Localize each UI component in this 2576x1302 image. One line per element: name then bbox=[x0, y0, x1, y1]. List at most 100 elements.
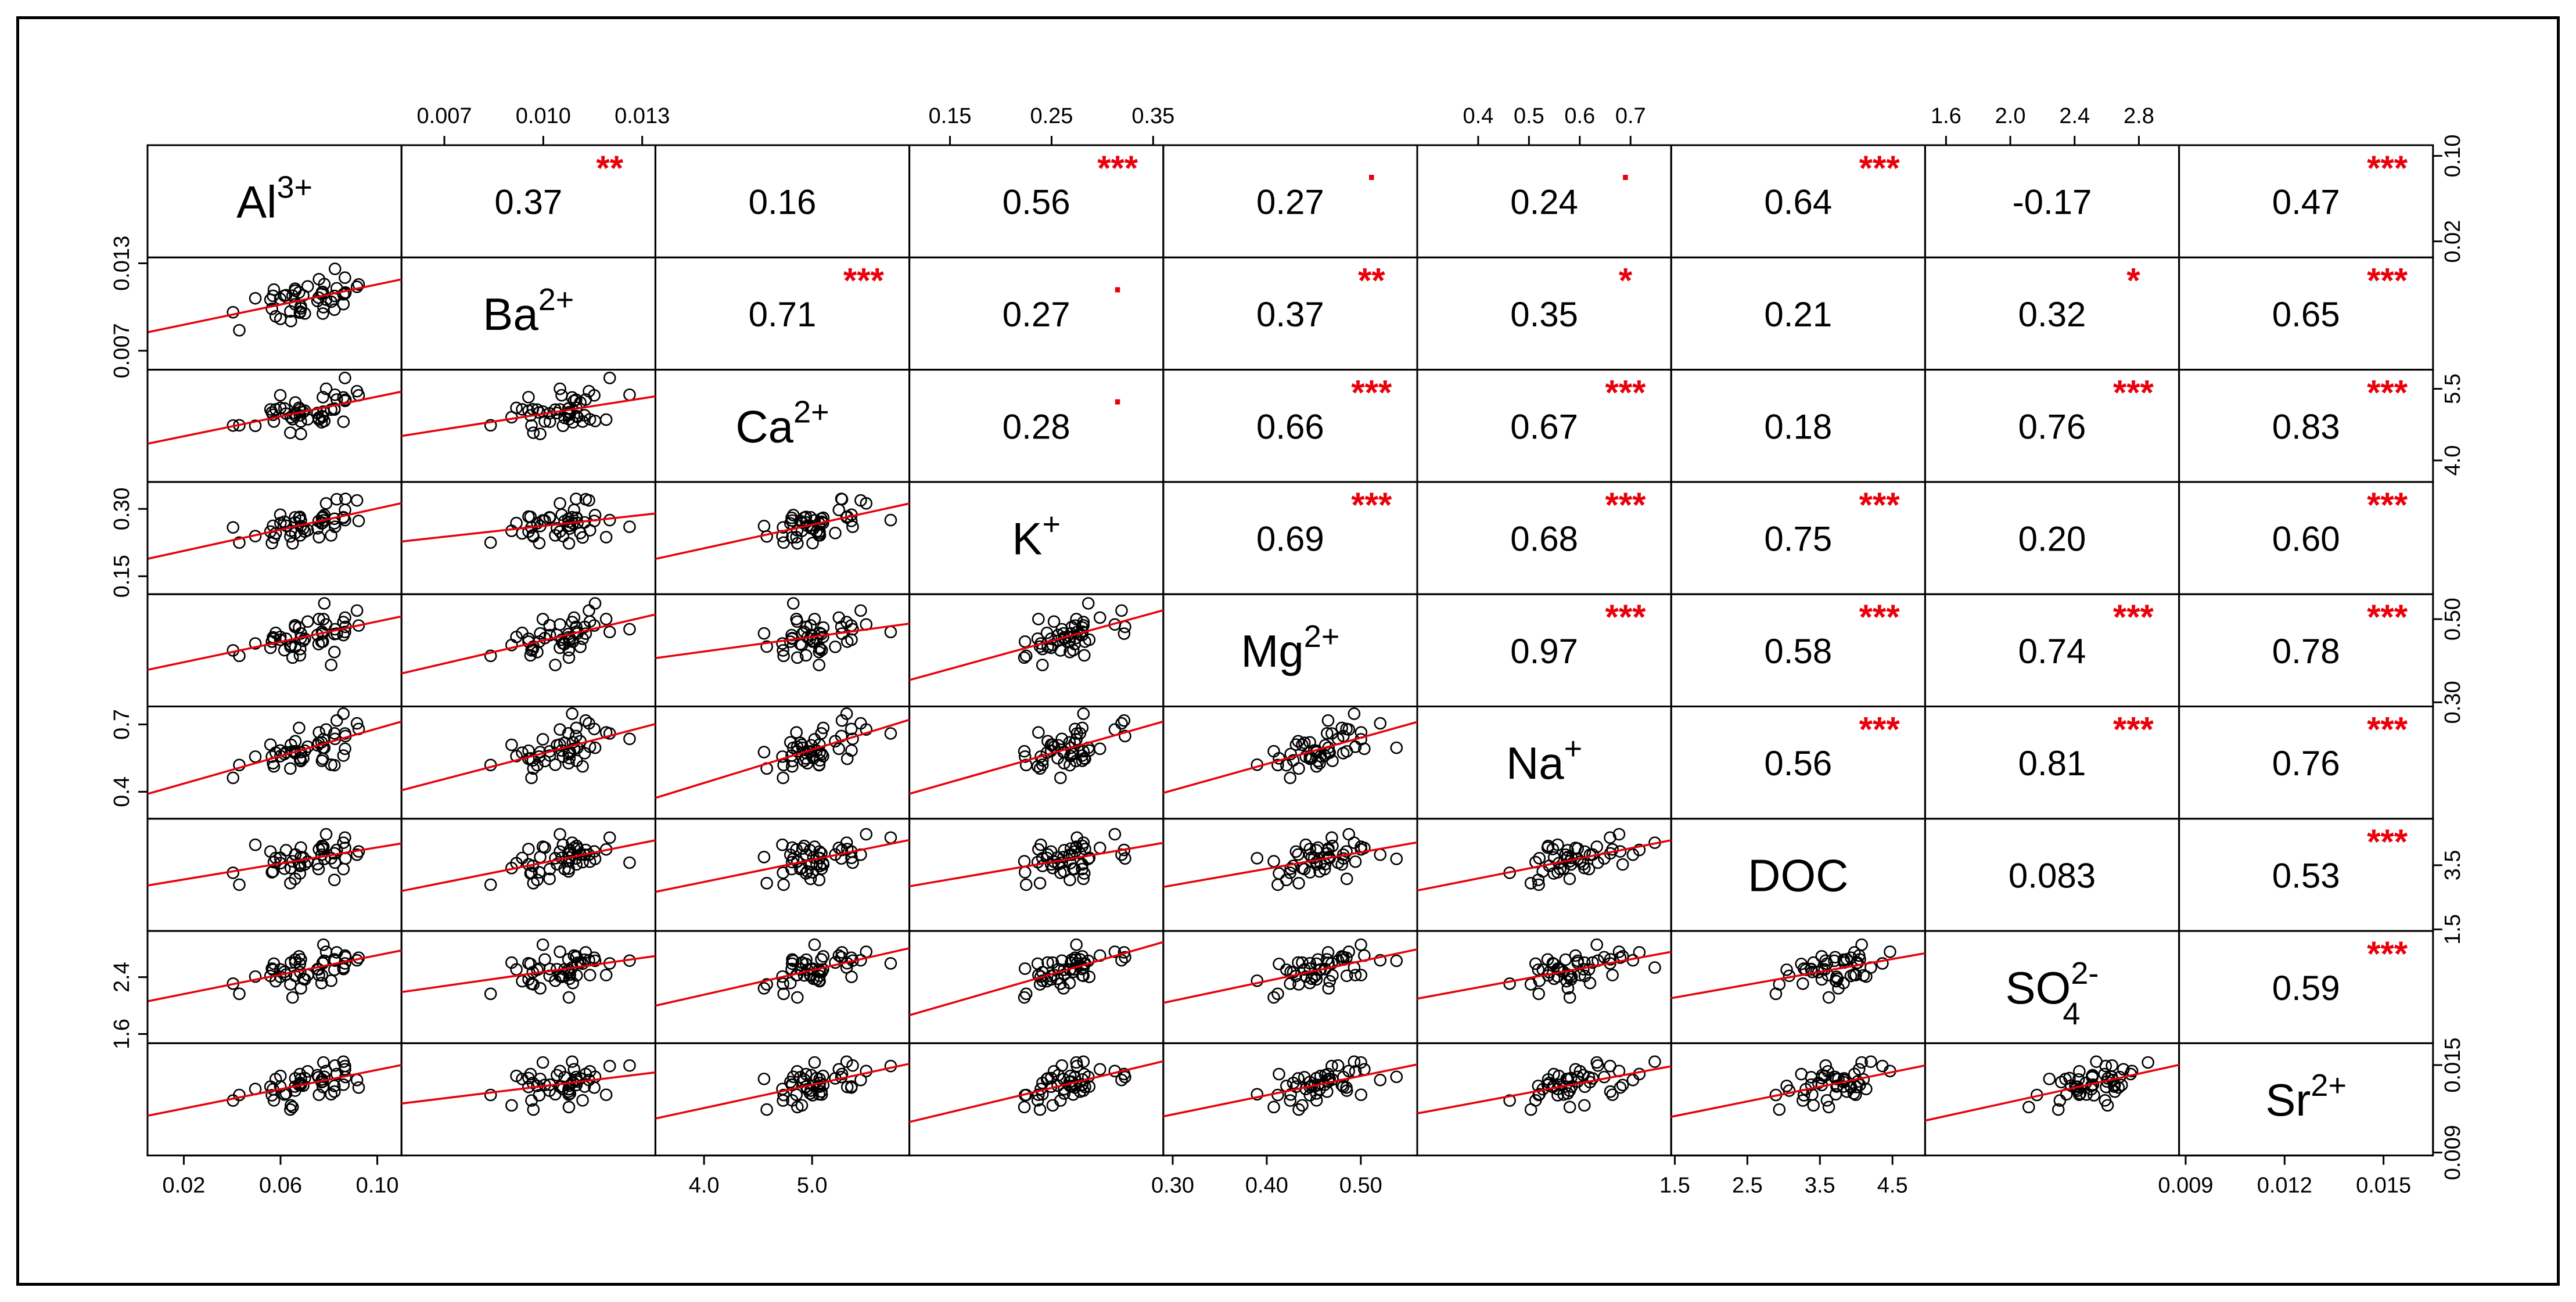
data-point bbox=[806, 537, 819, 549]
data-point bbox=[337, 1055, 350, 1068]
data-point bbox=[813, 659, 825, 671]
panel-border bbox=[908, 706, 1165, 820]
correlation-value: 0.69 bbox=[1256, 520, 1324, 559]
data-point bbox=[562, 727, 575, 740]
tick-label: 0.009 bbox=[2441, 1125, 2465, 1180]
data-point bbox=[555, 970, 568, 983]
y-axis-left-ba: 0.007 0.013 bbox=[110, 236, 149, 379]
data-point bbox=[1783, 1084, 1796, 1097]
data-point bbox=[829, 641, 842, 653]
data-point bbox=[330, 714, 343, 727]
correlation-value: 0.47 bbox=[2272, 183, 2340, 222]
data-point bbox=[832, 742, 846, 756]
regression-line bbox=[909, 1060, 1164, 1123]
data-point bbox=[1578, 969, 1591, 983]
data-point bbox=[840, 1080, 854, 1094]
data-point bbox=[1340, 845, 1353, 858]
data-point bbox=[1082, 597, 1095, 610]
data-point bbox=[328, 628, 341, 641]
data-point bbox=[1337, 951, 1350, 964]
data-point bbox=[1079, 1080, 1091, 1094]
scatter-panel bbox=[655, 1055, 910, 1120]
panel-border bbox=[1416, 930, 1672, 1044]
data-point bbox=[538, 754, 551, 768]
data-point bbox=[1273, 958, 1285, 970]
data-point bbox=[1797, 1094, 1809, 1107]
data-point bbox=[813, 754, 827, 767]
data-point bbox=[1273, 867, 1285, 880]
data-point bbox=[815, 1085, 828, 1098]
scatter-panel bbox=[1163, 828, 1418, 891]
data-point bbox=[317, 301, 330, 314]
data-point bbox=[319, 828, 333, 841]
data-point bbox=[1648, 961, 1661, 974]
data-point bbox=[1355, 1056, 1367, 1069]
data-point bbox=[1604, 1085, 1617, 1098]
regression-line bbox=[909, 841, 1164, 887]
data-point bbox=[554, 382, 566, 395]
data-point bbox=[284, 305, 297, 318]
data-point bbox=[1069, 631, 1083, 645]
data-point bbox=[1876, 957, 1889, 970]
data-point bbox=[1355, 1088, 1368, 1101]
correlation-value: 0.97 bbox=[1510, 632, 1578, 671]
data-point bbox=[1598, 951, 1611, 964]
data-point bbox=[623, 520, 636, 533]
data-point bbox=[1284, 747, 1297, 761]
data-point bbox=[1831, 972, 1844, 986]
data-point bbox=[1320, 953, 1334, 966]
data-point bbox=[1303, 956, 1317, 970]
data-point bbox=[1336, 1080, 1350, 1093]
data-point bbox=[1812, 1077, 1825, 1089]
data-point bbox=[777, 987, 790, 1001]
data-point bbox=[777, 1094, 789, 1107]
data-point bbox=[1374, 1073, 1387, 1087]
data-point bbox=[1047, 1064, 1061, 1078]
data-point bbox=[1805, 1078, 1818, 1091]
data-point bbox=[808, 613, 821, 625]
data-point bbox=[233, 323, 246, 337]
data-point bbox=[265, 302, 278, 315]
data-point bbox=[505, 1099, 518, 1112]
scatter-panel bbox=[655, 492, 910, 560]
data-point bbox=[267, 760, 281, 773]
significance-stars: *** bbox=[2113, 710, 2154, 749]
panel-border bbox=[400, 818, 656, 932]
data-point bbox=[249, 292, 262, 305]
significance-stars: *** bbox=[2113, 373, 2154, 412]
data-point bbox=[1532, 987, 1545, 1001]
data-point bbox=[603, 1059, 616, 1073]
data-point bbox=[1108, 945, 1122, 958]
scatter-panel bbox=[1163, 1055, 1418, 1118]
scatter-panel bbox=[1670, 1055, 1925, 1118]
data-point bbox=[835, 714, 849, 727]
variable-label-doc: DOC bbox=[1748, 850, 1848, 901]
data-point bbox=[1795, 958, 1808, 970]
data-point bbox=[293, 958, 307, 970]
data-point bbox=[1031, 760, 1044, 773]
data-point bbox=[527, 1103, 540, 1116]
data-point bbox=[554, 618, 566, 631]
data-point bbox=[1374, 717, 1387, 730]
regression-line bbox=[1163, 948, 1418, 1004]
y-axis-right-doc: 1.5 3.5 bbox=[2432, 850, 2465, 945]
scatter-panel bbox=[655, 707, 910, 799]
data-point bbox=[536, 733, 549, 746]
y-axis-left-k: 0.15 0.30 bbox=[110, 487, 149, 598]
tick-label: 0.50 bbox=[2441, 598, 2465, 641]
data-point bbox=[484, 1088, 497, 1102]
data-point bbox=[1108, 828, 1122, 841]
data-point bbox=[1795, 1067, 1808, 1081]
tick-label: 0.10 bbox=[2441, 134, 2465, 177]
data-point bbox=[289, 407, 301, 420]
data-point bbox=[1271, 878, 1284, 891]
correlation-value: 0.83 bbox=[2272, 407, 2340, 446]
data-point bbox=[1807, 1099, 1820, 1112]
data-point bbox=[301, 615, 314, 628]
data-point bbox=[1325, 831, 1338, 844]
data-point bbox=[1561, 844, 1574, 857]
data-point bbox=[563, 1079, 576, 1092]
data-point bbox=[832, 611, 846, 624]
data-point bbox=[527, 978, 540, 991]
data-point bbox=[1503, 1094, 1516, 1107]
